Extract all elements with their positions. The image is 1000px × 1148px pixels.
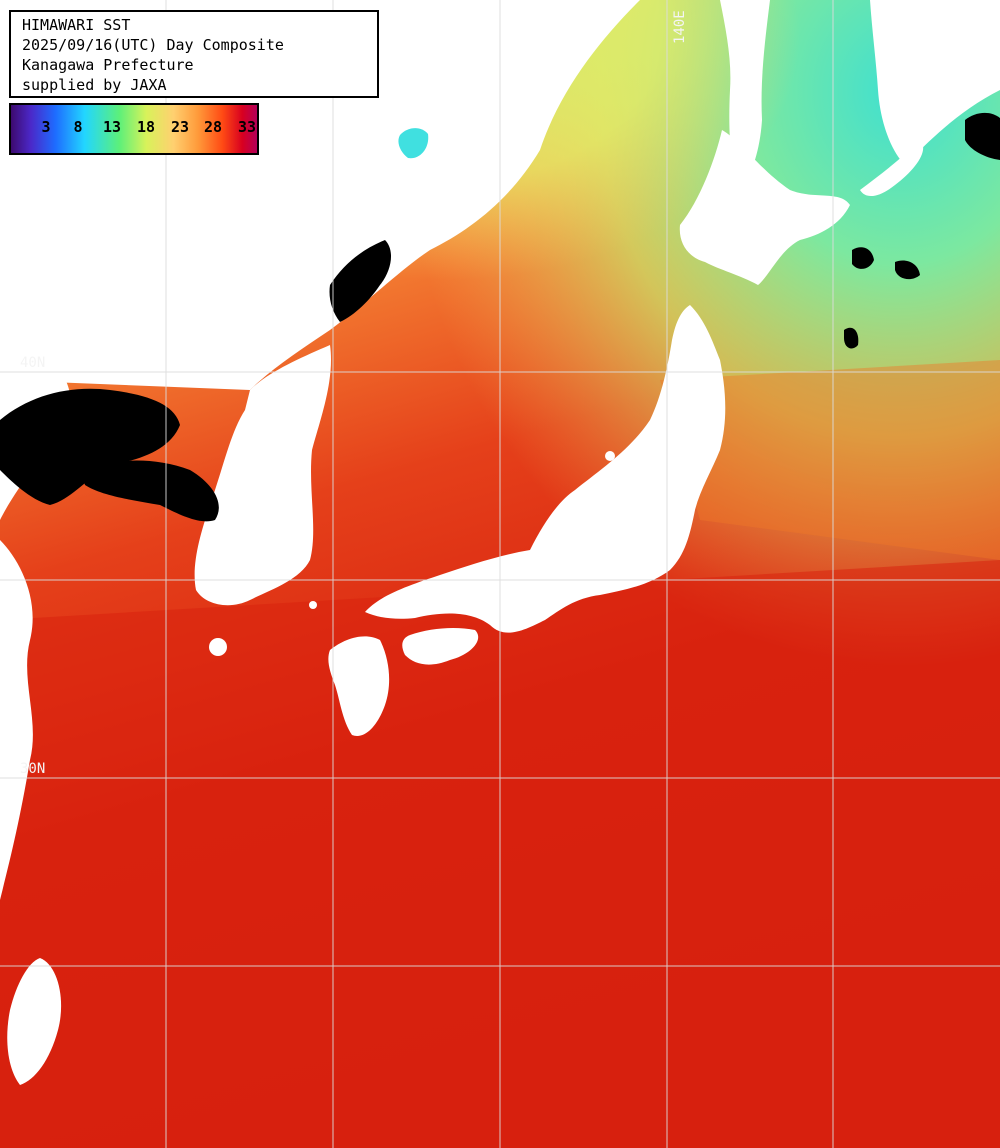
china-coast-south (0, 540, 33, 900)
korean-peninsula (194, 345, 331, 606)
colorbar-tick: 33 (237, 118, 257, 136)
colorbar-tick: 8 (73, 118, 83, 136)
colorbar-tick: 23 (170, 118, 190, 136)
grid-label-140e: 140E (672, 10, 688, 44)
lake-khanka (398, 128, 429, 159)
data-supplier: supplied by JAXA (22, 76, 167, 94)
taiwan (7, 958, 62, 1085)
mid-temperature-band (660, 360, 1000, 560)
small-island (309, 601, 317, 609)
grid-label-40n: 40N (20, 355, 45, 371)
colorbar-tick: 18 (136, 118, 156, 136)
grid-label-30n: 30N (20, 761, 45, 777)
shikoku (402, 627, 479, 665)
colorbar-tick: 3 (41, 118, 51, 136)
kuril-islands (860, 140, 924, 197)
honshu (365, 305, 726, 633)
cloud-mask (895, 260, 920, 280)
region-name: Kanagawa Prefecture (22, 56, 194, 74)
cloud-mask (852, 247, 874, 269)
temperature-colorbar: 3 8 13 18 23 28 33 (9, 103, 259, 155)
cloud-mask (80, 460, 219, 522)
date-composite: 2025/09/16(UTC) Day Composite (22, 36, 284, 54)
product-title: HIMAWARI SST (22, 16, 131, 34)
far-east-land (870, 0, 1000, 165)
colorbar-tick: 28 (203, 118, 223, 136)
small-island (605, 451, 615, 461)
cloud-mask (844, 327, 859, 349)
cloud-mask (0, 388, 180, 505)
cloud-mask (965, 112, 1000, 160)
title-box: HIMAWARI SST 2025/09/16(UTC) Day Composi… (9, 10, 379, 98)
small-island (209, 638, 227, 656)
hokkaido (679, 130, 850, 285)
colorbar-tick: 13 (102, 118, 122, 136)
kyushu (328, 636, 390, 736)
cloud-mask (329, 240, 392, 322)
